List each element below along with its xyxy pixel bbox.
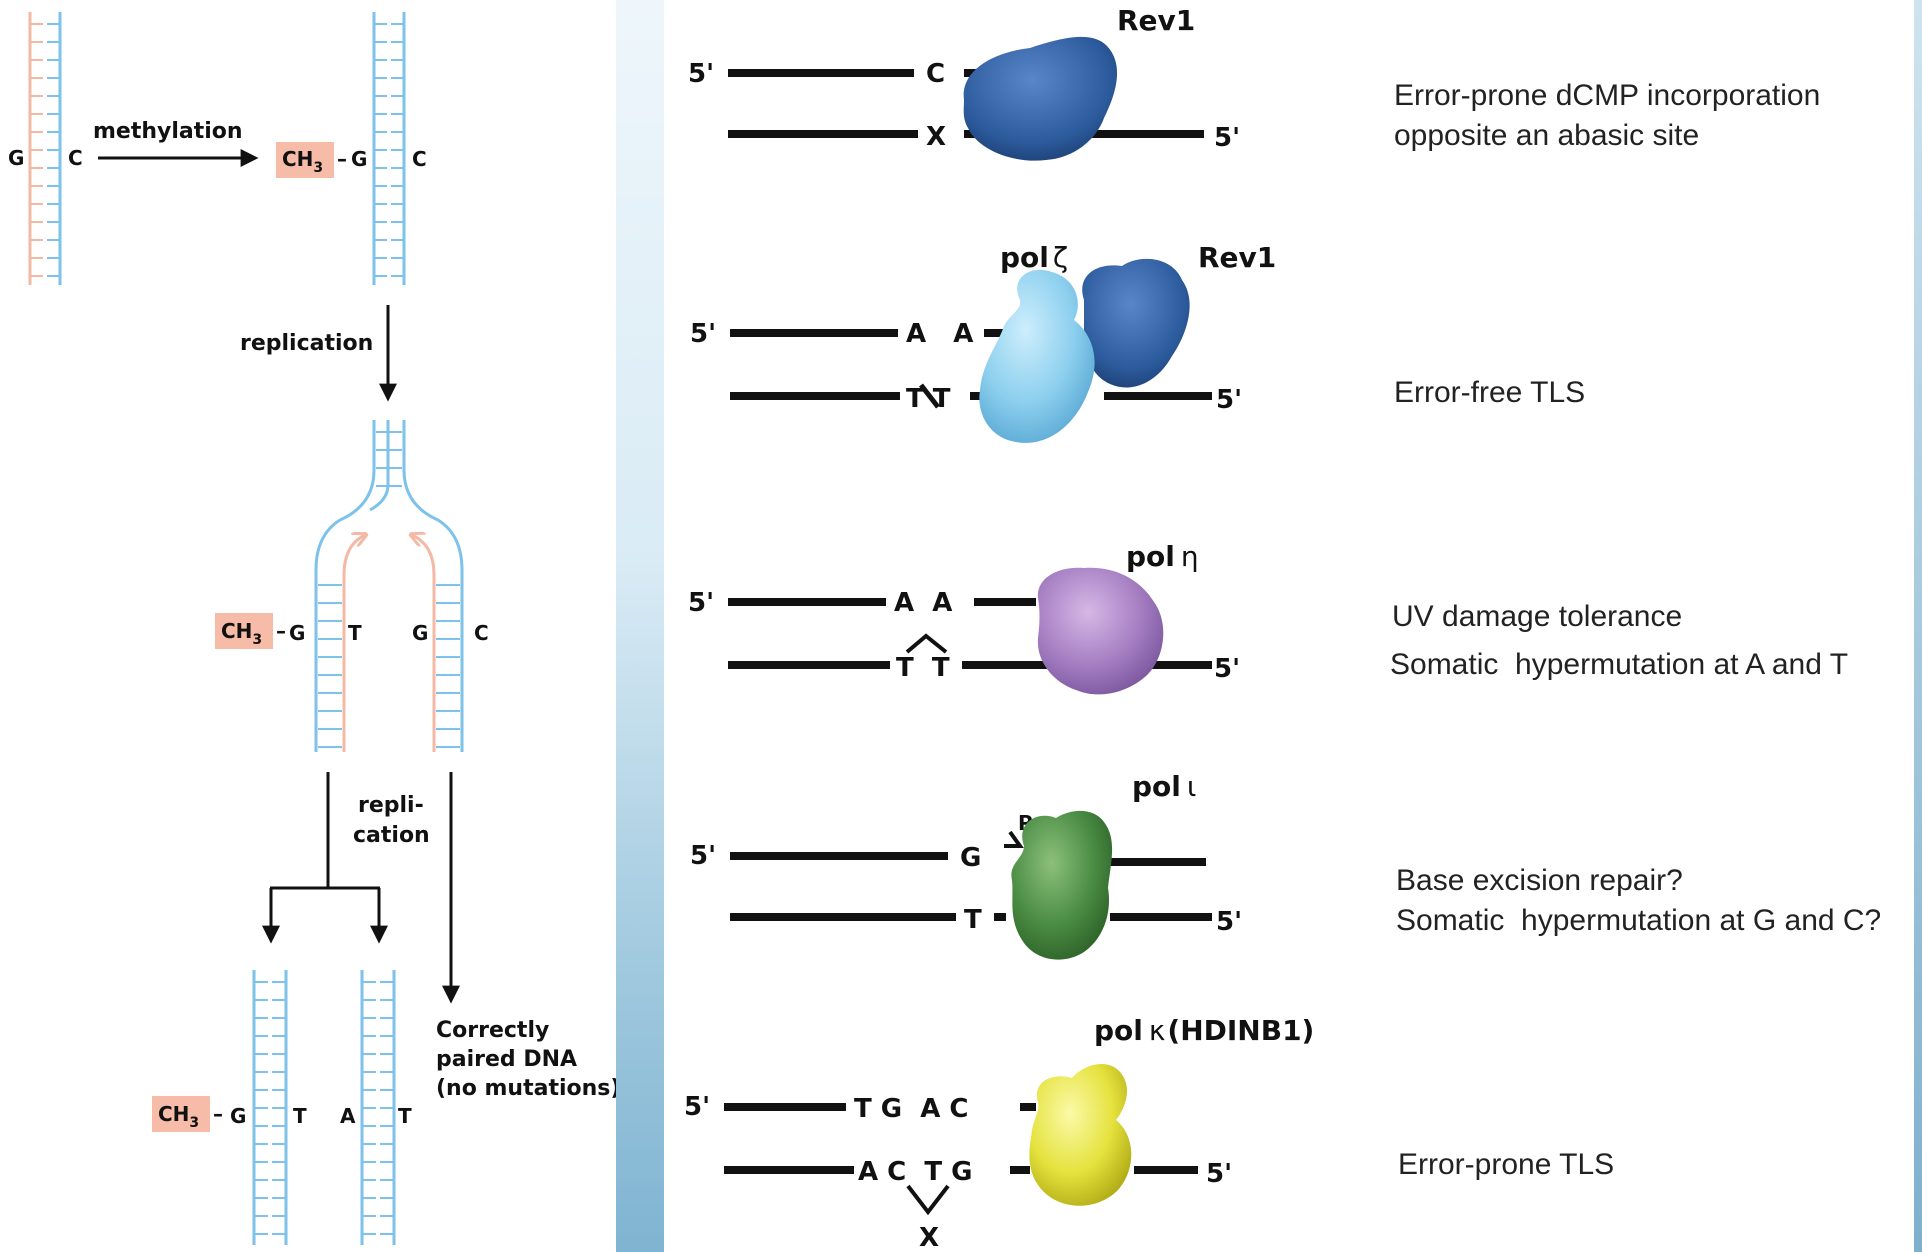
row5-top-bases: T G A C	[854, 1094, 969, 1124]
fork-methyl-box	[215, 613, 273, 649]
row4-top-base: G	[960, 843, 981, 873]
replication-diagram-panel: G C methylation CH3 – G C replication	[0, 0, 616, 1252]
repli-label-1: repli-	[358, 793, 424, 818]
poliota-row: pol ι P 5' G T 5'	[690, 770, 1242, 960]
repli-label-2: cation	[353, 823, 430, 848]
row5-top-5prime: 5'	[684, 1092, 710, 1122]
row2-bottom-bases: T T	[906, 384, 951, 414]
polkappa-protein	[1029, 1064, 1132, 1206]
poleta-enzyme-label: pol η	[1126, 540, 1199, 573]
fork-g-label: G	[289, 621, 305, 645]
row1-top-5prime: 5'	[688, 59, 714, 89]
poliota-enzyme-label: pol ι	[1132, 770, 1196, 803]
base-g-label: G	[8, 146, 24, 170]
tls-polymerase-panel: Rev1 5' C X 5' pol ζ Rev1 5' A A T T 5'	[664, 0, 1922, 1252]
replication-fork	[314, 420, 464, 752]
rev1-enzyme-label: Rev1	[1117, 4, 1195, 37]
fork-t-label: T	[348, 621, 362, 645]
methylation-replication-diagram: G C methylation CH3 – G C replication	[8, 12, 616, 1245]
rev1-second-label: Rev1	[1198, 241, 1276, 274]
correct-label-3: (no mutations)	[436, 1076, 616, 1101]
row3-desc-line1: UV damage tolerance	[1392, 600, 1682, 633]
fork-c-label: C	[474, 621, 489, 645]
row1-desc-line1: Error-prone dCMP incorporation	[1394, 79, 1820, 112]
rev1-protein-2	[1082, 258, 1190, 388]
row2-desc-line1: Error-free TLS	[1394, 376, 1585, 409]
right-edge-strip	[1914, 0, 1922, 1252]
cpd-dimer-link	[905, 633, 948, 654]
row5-x-label: X	[919, 1223, 939, 1252]
row1-bottom-5prime: 5'	[1214, 123, 1240, 153]
dna-ladder-daughter-1	[252, 970, 288, 1245]
row3-bottom-bases: T T	[896, 653, 950, 683]
row4-top-5prime: 5'	[690, 841, 716, 871]
thymine-dimer-link	[919, 383, 940, 409]
row1-desc-line2: opposite an abasic site	[1394, 119, 1699, 152]
rev1-row: Rev1 5' C X 5'	[688, 4, 1240, 161]
row5-bottom-bases: A C T G	[858, 1157, 973, 1187]
bottom-t2-label: T	[398, 1104, 412, 1128]
row4-bottom-base: T	[964, 905, 982, 935]
bottom-methyl-label: CH3	[158, 1102, 199, 1131]
poleta-row: pol η 5' A A T T 5'	[688, 540, 1240, 695]
lesion-bracket	[1004, 830, 1024, 848]
bottom-methyl-box	[152, 1096, 210, 1132]
bottom-g-label: G	[230, 1104, 246, 1128]
polkappa-row: pol κ(HDINB1) 5' T G A C A C T G 5' X	[684, 1014, 1314, 1252]
methyl-c-label: C	[412, 147, 427, 171]
row4-bottom-5prime: 5'	[1216, 907, 1242, 937]
row3-desc-line2: Somatic hypermutation at A and T	[1390, 648, 1848, 681]
crosslink-v	[906, 1184, 950, 1216]
bottom-t1-label: T	[293, 1104, 307, 1128]
rev1-protein	[963, 36, 1118, 161]
poliota-protein	[1011, 810, 1113, 960]
correct-label-1: Correctly	[436, 1018, 549, 1043]
methyl-box	[276, 142, 334, 178]
bottom-dash: –	[213, 1102, 223, 1126]
tls-polymerase-diagram: Rev1 5' C X 5' pol ζ Rev1 5' A A T T 5'	[684, 4, 1881, 1252]
row1-bottom-base: X	[926, 122, 946, 152]
row3-top-5prime: 5'	[688, 588, 714, 618]
fork-methyl-label: CH3	[221, 619, 262, 648]
methyl-dash: –	[337, 147, 347, 171]
fork-dash: –	[276, 619, 286, 643]
decorative-gradient-strip	[616, 0, 664, 1252]
row2-top-5prime: 5'	[690, 319, 716, 349]
row5-bottom-5prime: 5'	[1206, 1159, 1232, 1189]
row4-desc-line1: Base excision repair?	[1396, 864, 1683, 897]
bottom-a-label: A	[340, 1104, 356, 1128]
polzeta-enzyme-label: pol ζ	[1000, 241, 1068, 274]
replication-label: replication	[240, 331, 373, 356]
row5-desc-line1: Error-prone TLS	[1398, 1148, 1614, 1181]
methylation-label: methylation	[93, 119, 243, 144]
correct-label-2: paired DNA	[436, 1047, 577, 1072]
row2-bottom-5prime: 5'	[1216, 385, 1242, 415]
methyl-g-label: G	[351, 147, 367, 171]
polkappa-enzyme-label: pol κ(HDINB1)	[1094, 1014, 1314, 1047]
poleta-protein	[1037, 567, 1164, 695]
dna-ladder-original	[28, 12, 62, 285]
row3-bottom-5prime: 5'	[1214, 654, 1240, 684]
row2-top-bases: A A	[906, 319, 973, 349]
dna-ladder-methylated	[372, 12, 406, 285]
polzeta-row: pol ζ Rev1 5' A A T T 5'	[690, 241, 1276, 443]
methyl-group-label: CH3	[282, 147, 323, 176]
row4-desc-line2: Somatic hypermutation at G and C?	[1396, 904, 1881, 937]
row1-top-base: C	[926, 59, 945, 89]
polzeta-protein	[979, 269, 1095, 443]
dna-ladder-daughter-2	[360, 970, 396, 1245]
fork-g2-label: G	[412, 621, 428, 645]
base-c-label: C	[68, 146, 83, 170]
row3-top-bases: A A	[894, 588, 952, 618]
